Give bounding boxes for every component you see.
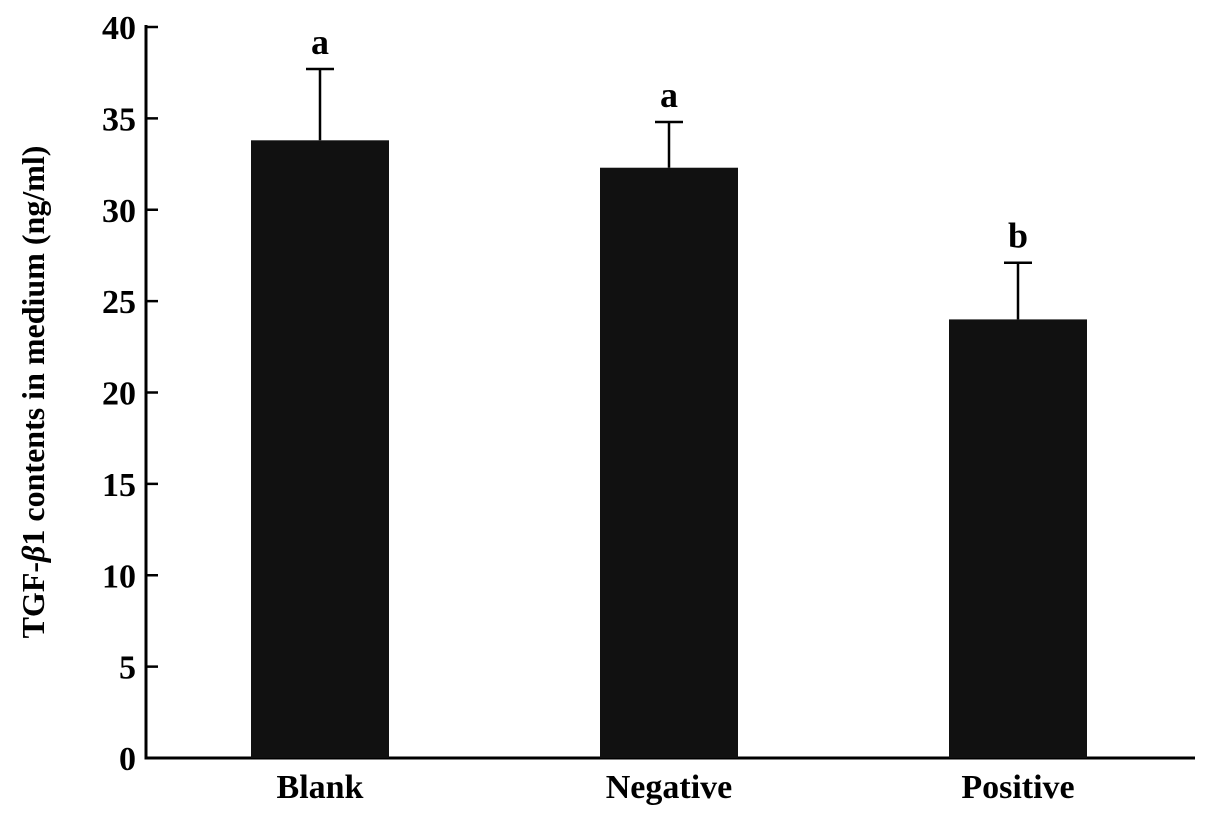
x-axis-labels: Blank Negative Positive xyxy=(277,769,1075,806)
significance-label: a xyxy=(660,75,678,115)
x-category-label: Negative xyxy=(606,769,733,806)
bar-positive xyxy=(949,319,1087,758)
y-axis-ticks: 0 5 10 15 20 25 30 35 40 xyxy=(102,10,158,778)
y-axis-title-rest: 1 contents in medium (ng/ml) xyxy=(15,146,51,546)
y-axis-title-main: TGF- xyxy=(15,562,51,638)
bars xyxy=(251,140,1087,758)
y-tick-label: 25 xyxy=(102,284,136,321)
y-tick-label: 20 xyxy=(102,376,136,413)
y-tick-label: 5 xyxy=(119,650,136,687)
x-category-label: Blank xyxy=(277,769,364,806)
significance-label: b xyxy=(1008,216,1028,256)
bar-negative xyxy=(600,167,738,758)
significance-label: a xyxy=(311,22,329,62)
svg-text:TGF-β1 contents in medium (ng/: TGF-β1 contents in medium (ng/ml) xyxy=(15,146,51,639)
significance-labels: a a b xyxy=(311,22,1028,256)
y-tick-label: 0 xyxy=(119,741,136,778)
y-axis-title: TGF-β1 contents in medium (ng/ml) xyxy=(15,146,51,639)
bar-blank xyxy=(251,140,389,758)
y-tick-label: 30 xyxy=(102,193,136,230)
y-tick-label: 15 xyxy=(102,467,136,504)
y-axis-title-symbol: β xyxy=(15,545,51,563)
y-tick-label: 35 xyxy=(102,101,136,138)
y-tick-label: 40 xyxy=(102,10,136,47)
y-tick-label: 10 xyxy=(102,558,136,595)
error-bars xyxy=(306,67,1032,320)
x-category-label: Positive xyxy=(961,769,1074,806)
